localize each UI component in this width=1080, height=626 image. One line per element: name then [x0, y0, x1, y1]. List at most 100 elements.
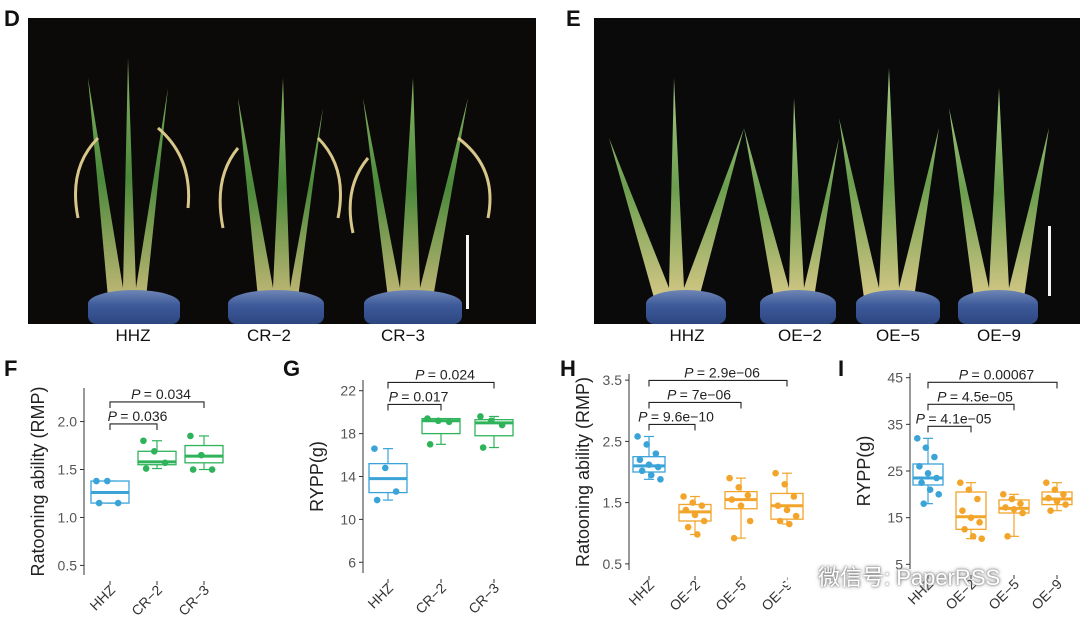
data-point — [1008, 495, 1016, 503]
data-point — [1051, 486, 1059, 493]
box-oe9 — [770, 469, 804, 528]
data-point — [140, 437, 147, 445]
data-point — [772, 469, 779, 477]
y-axis-label: RYPP(g) — [854, 436, 874, 507]
data-point — [187, 432, 194, 440]
data-point — [920, 500, 928, 507]
panel-letter-h: H — [560, 356, 576, 381]
watermark: 微信号: PaperRSS — [768, 560, 1000, 592]
data-point — [969, 533, 977, 540]
panel-letter-e: E — [566, 6, 581, 31]
data-point — [746, 517, 754, 525]
plant-e-oe2 — [744, 98, 839, 298]
box-hhz — [912, 435, 944, 507]
p-value-text: = 0.00067 — [972, 366, 1035, 382]
data-point — [976, 519, 983, 526]
data-point — [774, 502, 782, 509]
y-tick-label: 18 — [340, 426, 356, 442]
p-value-label: P = 0.034 — [131, 386, 191, 402]
data-point — [371, 445, 378, 452]
data-point — [1047, 507, 1054, 514]
p-value-text: = 4.1e−05 — [928, 410, 991, 426]
y-axis-label: Ratooning ability (RMP) — [28, 386, 48, 576]
y-tick-label: 45 — [887, 370, 903, 386]
p-value-label: P = 2.9e−06 — [684, 364, 760, 380]
box-hhz — [368, 445, 408, 504]
p-symbol: P — [667, 386, 680, 402]
p-value-label: P = 0.036 — [108, 408, 168, 424]
significance-bracket — [927, 425, 972, 433]
data-point — [735, 484, 743, 491]
data-point — [783, 506, 791, 514]
significance-bracket — [648, 401, 742, 409]
data-point — [933, 474, 940, 482]
p-value-text: = 0.024 — [428, 366, 475, 382]
watermark-text: 微信号: PaperRSS — [818, 565, 1001, 590]
y-tick-label: 22 — [340, 383, 356, 399]
data-point — [726, 474, 733, 482]
data-point — [189, 466, 197, 473]
data-point — [737, 502, 745, 509]
data-point — [636, 456, 644, 464]
box-hhz — [90, 477, 130, 507]
data-point — [93, 477, 100, 485]
data-point — [967, 514, 975, 521]
p-value-label: P = 4.5e−05 — [937, 388, 1013, 404]
data-point — [1053, 498, 1061, 505]
p-value-text: = 7e−06 — [680, 386, 732, 402]
data-point — [208, 466, 216, 473]
data-point — [965, 486, 973, 493]
significance-bracket — [927, 403, 1015, 411]
data-point — [142, 465, 150, 472]
p-value-label: P = 0.017 — [389, 388, 449, 404]
data-point — [1004, 533, 1011, 540]
p-value-text: = 4.5e−05 — [950, 388, 1013, 404]
p-symbol: P — [415, 366, 428, 382]
p-value-text: = 0.036 — [120, 408, 167, 424]
data-point — [781, 480, 789, 488]
plant-e-oe5 — [839, 68, 939, 298]
photo-label-hhz: HHZ — [115, 326, 151, 345]
photo-panel-d — [28, 18, 536, 324]
panel-letter-f: F — [4, 356, 18, 381]
photo-label-e-oe9: OE−9 — [977, 326, 1021, 345]
x-tick-label: OE−2 — [666, 577, 703, 614]
data-point — [785, 520, 793, 528]
data-point — [634, 433, 641, 440]
p-symbol: P — [916, 410, 929, 426]
data-point — [974, 495, 981, 503]
p-value-text: = 2.9e−06 — [697, 364, 760, 380]
boxplot-f: 0.5 1.0 1.5 2.0 Ratooning ability (RMP) HHZ CR… — [28, 386, 224, 619]
rice-plants-illustration-e — [609, 68, 1049, 298]
data-point — [913, 435, 921, 442]
photo-panel-e — [594, 18, 1080, 324]
pot-e-oe9 — [958, 290, 1038, 324]
data-point — [684, 523, 692, 531]
x-tick-label: HHZ — [86, 581, 118, 613]
scale-bar — [466, 235, 469, 309]
data-point — [498, 421, 506, 429]
panel-letter-d: D — [4, 6, 20, 31]
data-point — [479, 444, 487, 451]
data-point — [922, 444, 930, 451]
data-point — [730, 534, 738, 542]
p-value-label: P = 0.00067 — [959, 366, 1035, 382]
wechat-icon — [770, 563, 809, 589]
data-point — [935, 491, 943, 498]
y-tick-label: 0.5 — [603, 556, 623, 572]
y-tick-label: 2.5 — [603, 433, 623, 449]
p-symbol: P — [937, 388, 950, 404]
p-value-label: P = 9.6e−10 — [638, 408, 714, 424]
photo-label-cr3: CR−3 — [381, 326, 425, 345]
data-point — [381, 464, 389, 472]
data-point — [682, 506, 690, 514]
p-value-label: P = 7e−06 — [667, 386, 731, 402]
data-point — [924, 470, 932, 477]
box-cr3 — [474, 413, 514, 451]
p-symbol: P — [108, 408, 121, 424]
p-value-text: = 0.017 — [401, 388, 448, 404]
data-point — [1062, 501, 1069, 508]
panel-letter-g: G — [283, 356, 301, 381]
p-symbol: P — [959, 366, 972, 382]
